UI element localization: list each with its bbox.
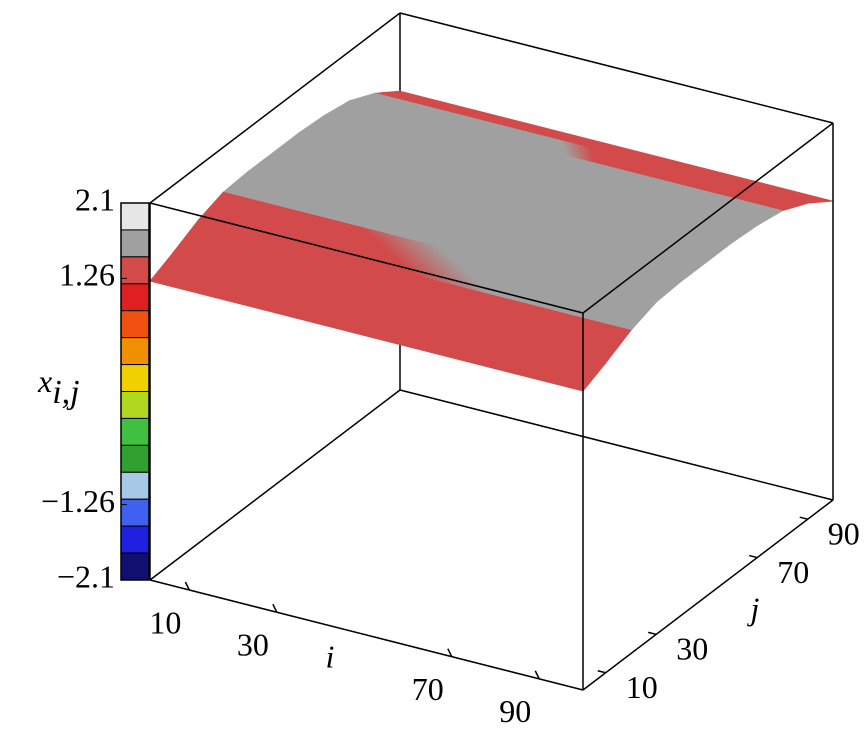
colorbar-segment xyxy=(120,202,150,231)
colorbar-segment xyxy=(120,471,150,500)
box-edge xyxy=(582,122,834,314)
colorbar-segment xyxy=(120,552,150,581)
colorbar-segment xyxy=(120,229,150,258)
y-tick-label: 90 xyxy=(828,516,860,552)
box-edge xyxy=(399,389,834,501)
colorbar-segment xyxy=(120,364,150,393)
x-tick-label: 70 xyxy=(412,671,444,707)
y-tick-label: 70 xyxy=(777,554,809,590)
box-edge xyxy=(149,389,401,581)
colorbar-segment xyxy=(120,498,150,527)
colorbar-frame xyxy=(120,202,150,581)
colorbar-segment xyxy=(120,283,150,312)
y-tick xyxy=(648,631,657,636)
box-edge xyxy=(149,579,584,691)
colorbar-segment xyxy=(120,337,150,366)
box-edge xyxy=(582,499,834,691)
x-tick-label: 10 xyxy=(149,604,181,640)
colorbar-segment xyxy=(120,256,150,285)
colorbar-segment xyxy=(120,391,150,419)
x-tick-label: 30 xyxy=(237,627,269,663)
colorbar-segment xyxy=(120,310,150,339)
colorbar-tick-label: 2.1 xyxy=(75,181,115,217)
colorbar-tick-label: −1.26 xyxy=(41,483,115,519)
y-tick xyxy=(799,516,808,520)
x-tick xyxy=(447,648,453,658)
box-edge xyxy=(399,12,834,124)
x-axis-label: i xyxy=(326,638,335,674)
colorbar-label: xi,j xyxy=(37,363,80,410)
surface-strip xyxy=(149,252,607,392)
x-tick xyxy=(534,670,540,680)
y-tick xyxy=(749,554,758,559)
colorbar-label-sub: i,j xyxy=(52,374,79,411)
colorbar-segment xyxy=(120,444,150,473)
colorbar-label-base: x xyxy=(37,363,52,399)
box-edge xyxy=(149,202,584,314)
x-tick-label: 90 xyxy=(499,693,531,729)
colorbar-segment xyxy=(120,417,150,446)
y-tick-label: 30 xyxy=(676,631,708,667)
colorbar-tick-label: 1.26 xyxy=(59,257,115,293)
colorbar-segment xyxy=(120,525,150,554)
x-tick xyxy=(184,581,191,591)
colorbar-tick-label: −2.1 xyxy=(57,558,115,594)
box-edge xyxy=(149,12,401,204)
y-tick-label: 10 xyxy=(626,669,658,705)
y-tick xyxy=(597,669,606,674)
x-tick xyxy=(272,603,278,613)
y-axis-label: j xyxy=(747,590,760,626)
